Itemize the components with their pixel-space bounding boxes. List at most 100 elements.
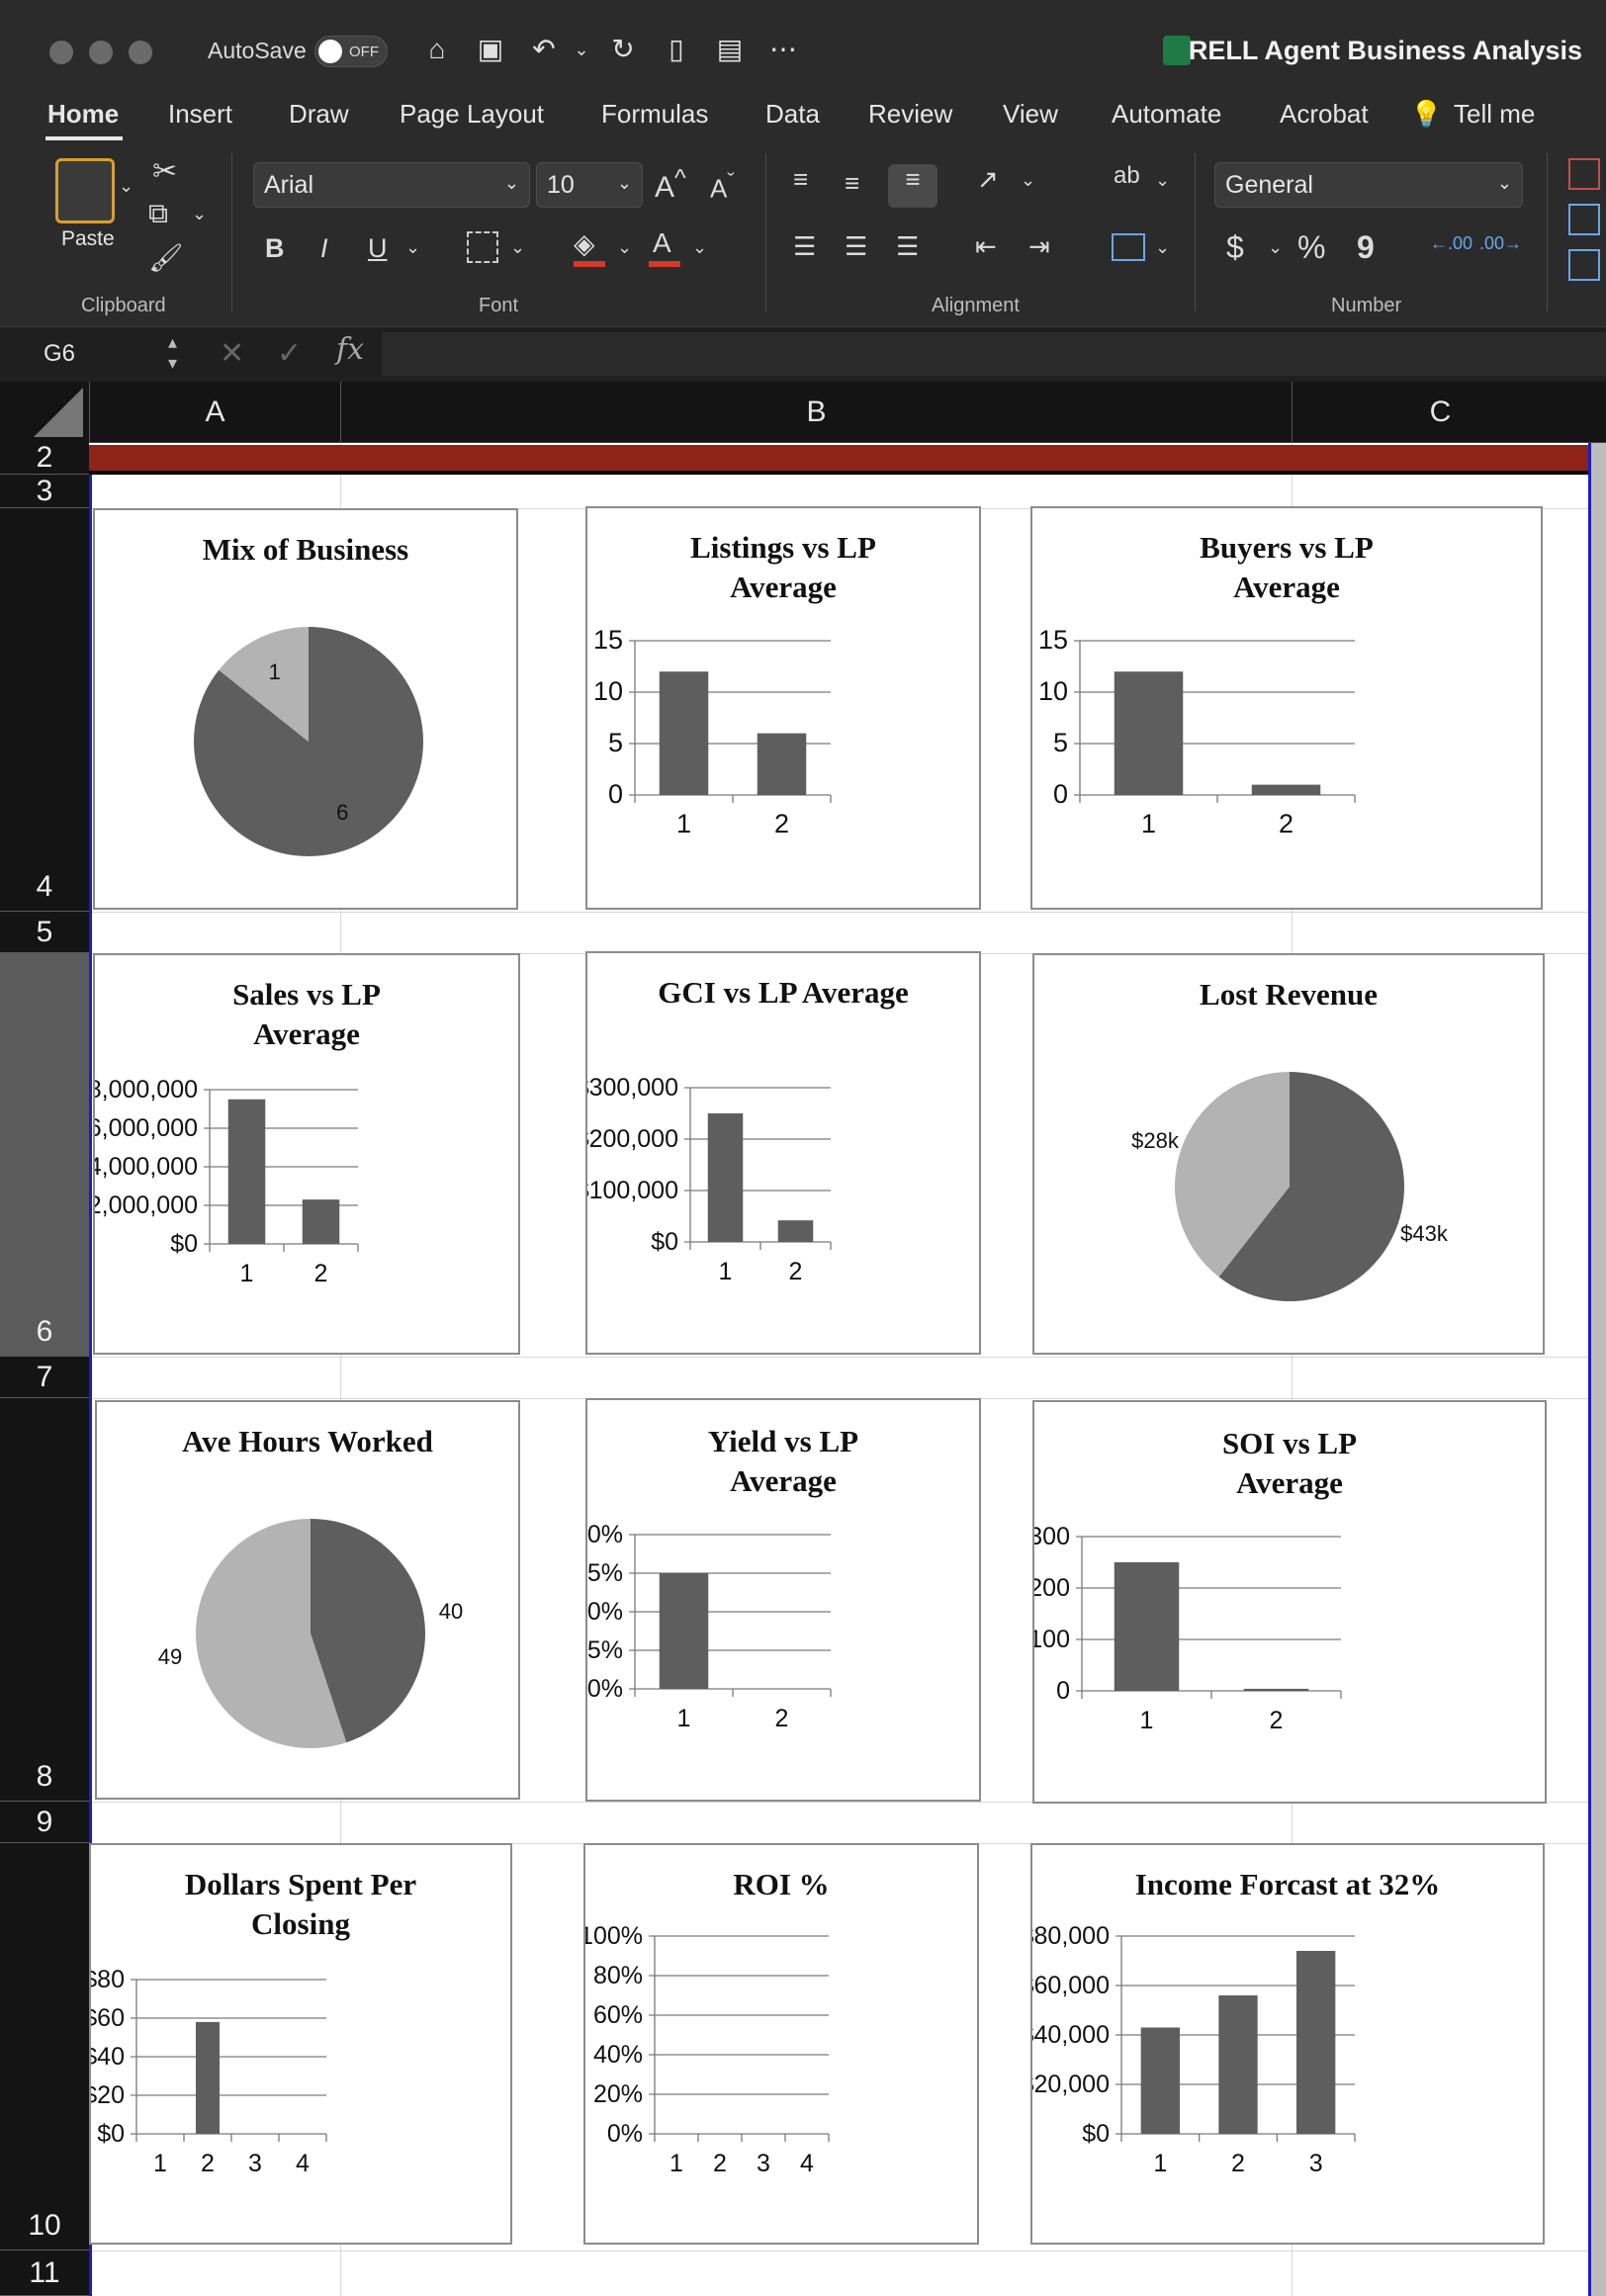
underline-dropdown-icon[interactable]: ⌄ <box>405 237 421 257</box>
number-format-select[interactable]: General ⌄ <box>1214 162 1523 208</box>
redo-icon[interactable]: ↻ <box>611 34 635 64</box>
chart-gci-vs-lp-average[interactable]: GCI vs LP Average $0 $100,000 $200,000 $300… <box>585 951 981 1355</box>
paste-dropdown-icon[interactable]: ⌄ <box>119 176 134 196</box>
row-header-9[interactable]: 9 <box>0 1802 89 1843</box>
confirm-formula-icon[interactable]: ✓ <box>277 337 303 370</box>
decrease-font-size-icon[interactable]: Aˇ <box>710 168 735 204</box>
align-right-icon[interactable]: ☰ <box>896 231 920 261</box>
column-header-b[interactable]: B <box>340 382 1292 443</box>
increase-indent-icon[interactable]: ⇥ <box>1028 231 1050 261</box>
chart-roi-percent[interactable]: ROI % 0% 20% 40% 60% 80% 100% 1 2 3 4 <box>583 1843 979 2245</box>
align-top-icon[interactable]: ≡ <box>793 164 809 194</box>
chart-soi-vs-lp-average[interactable]: SOI vs LP Average 0 100 200 300 1 2 <box>1032 1400 1547 1804</box>
chart-dollars-spent-per-closing[interactable]: Dollars Spent Per Closing $0 $20 $40 $60 $80… <box>89 1843 512 2245</box>
row-header-6[interactable]: 6 <box>0 953 89 1357</box>
decrease-indent-icon[interactable]: ⇤ <box>975 231 997 261</box>
row-header-7[interactable]: 7 <box>0 1357 89 1398</box>
cell-styles-icon[interactable] <box>1568 249 1600 281</box>
chart-sales-vs-lp-average[interactable]: Sales vs LP Average $0 $2,000,000 $4,000,0… <box>93 953 520 1355</box>
fill-color-icon[interactable]: ◈ <box>574 228 595 259</box>
tab-data[interactable]: Data <box>765 99 820 129</box>
borders-dropdown-icon[interactable]: ⌄ <box>510 237 526 257</box>
increase-font-size-icon[interactable]: A^ <box>655 164 686 204</box>
row-header-5[interactable]: 5 <box>0 912 89 953</box>
align-bottom-icon[interactable]: ≡ <box>888 164 937 208</box>
align-middle-icon[interactable]: ≡ <box>845 168 860 198</box>
more-icon[interactable]: ⋯ <box>769 34 797 64</box>
autosave-toggle[interactable]: OFF <box>314 36 388 67</box>
row-header-4[interactable]: 4 <box>0 508 89 912</box>
align-left-icon[interactable]: ☰ <box>793 231 817 261</box>
undo-dropdown-icon[interactable]: ⌄ <box>574 40 589 59</box>
row-header-8[interactable]: 8 <box>0 1398 89 1802</box>
tab-review[interactable]: Review <box>868 99 953 129</box>
decrease-decimal-icon[interactable]: .00→ <box>1479 233 1523 253</box>
tab-page-layout[interactable]: Page Layout <box>400 99 545 129</box>
align-center-icon[interactable]: ☰ <box>845 231 868 261</box>
wrap-text-dropdown-icon[interactable]: ⌄ <box>1155 170 1171 190</box>
row-header-3[interactable]: 3 <box>0 475 89 508</box>
tab-automate[interactable]: Automate <box>1112 99 1222 129</box>
italic-button[interactable]: I <box>320 233 328 263</box>
minimize-window-button[interactable] <box>89 41 113 64</box>
column-header-c[interactable]: C <box>1292 382 1588 443</box>
tab-formulas[interactable]: Formulas <box>601 99 709 129</box>
formula-input[interactable] <box>382 332 1606 376</box>
format-as-table-icon[interactable] <box>1568 204 1600 235</box>
vertical-scrollbar[interactable] <box>1588 443 1606 2296</box>
tab-view[interactable]: View <box>1003 99 1058 129</box>
font-family-select[interactable]: Arial ⌄ <box>253 162 530 208</box>
chart-income-forecast[interactable]: Income Forcast at 32% $0 $20,000 $40,000 $6… <box>1030 1843 1545 2245</box>
chart-buyers-vs-lp-average[interactable]: Buyers vs LP Average 0 5 10 15 1 2 <box>1030 506 1543 910</box>
copy-icon[interactable]: ⧉ <box>148 198 168 228</box>
fill-color-dropdown-icon[interactable]: ⌄ <box>617 237 633 257</box>
font-color-icon[interactable]: A <box>653 227 671 258</box>
paste-icon[interactable] <box>55 158 115 223</box>
cut-icon[interactable]: ✂ <box>152 155 178 188</box>
increase-decimal-icon[interactable]: ←.00 <box>1430 233 1473 253</box>
copy-dropdown-icon[interactable]: ⌄ <box>192 204 208 223</box>
currency-dropdown-icon[interactable]: ⌄ <box>1268 237 1284 257</box>
tab-draw[interactable]: Draw <box>289 99 349 129</box>
save-as-icon[interactable]: ▤ <box>716 34 744 64</box>
chart-yield-vs-lp-average[interactable]: Yield vs LP Average 0% 5% 10% 15% 20% 1 2 <box>585 1398 981 1802</box>
column-header-a[interactable]: A <box>89 382 340 443</box>
name-box-stepper-icon[interactable]: ▴ ▾ <box>168 332 178 373</box>
merge-dropdown-icon[interactable]: ⌄ <box>1155 237 1171 257</box>
tell-me-search[interactable]: Tell me <box>1454 99 1536 129</box>
name-box[interactable]: G6 <box>44 340 76 367</box>
save-icon[interactable]: ▣ <box>477 34 504 64</box>
conditional-formatting-icon[interactable] <box>1568 158 1600 190</box>
new-file-icon[interactable]: ▯ <box>669 34 684 64</box>
comma-style-button[interactable]: 9 <box>1357 229 1375 265</box>
merge-center-icon[interactable] <box>1112 233 1145 261</box>
tab-acrobat[interactable]: Acrobat <box>1280 99 1369 129</box>
row-header-10[interactable]: 10 <box>0 1843 89 2251</box>
close-window-button[interactable] <box>49 41 73 64</box>
tab-home[interactable]: Home <box>47 99 120 129</box>
chart-lost-revenue[interactable]: Lost Revenue $43k $28k <box>1032 953 1545 1355</box>
row-header-11[interactable]: 11 <box>0 2251 89 2296</box>
cancel-formula-icon[interactable]: ✕ <box>220 337 245 370</box>
select-all-button[interactable] <box>0 382 89 443</box>
row-header-2[interactable]: 2 <box>0 443 89 475</box>
font-size-select[interactable]: 10 ⌄ <box>536 162 643 208</box>
zoom-window-button[interactable] <box>129 41 152 64</box>
font-color-dropdown-icon[interactable]: ⌄ <box>692 237 708 257</box>
currency-button[interactable]: $ <box>1226 229 1244 265</box>
home-icon[interactable]: ⌂ <box>428 34 446 64</box>
insert-function-button[interactable]: fx <box>336 332 365 367</box>
orientation-icon[interactable]: ↗ <box>977 164 999 194</box>
underline-button[interactable]: U <box>368 233 388 263</box>
bold-button[interactable]: B <box>265 233 285 263</box>
tab-insert[interactable]: Insert <box>168 99 233 129</box>
wrap-text-icon[interactable]: ab <box>1114 162 1140 189</box>
undo-icon[interactable]: ↶ <box>532 34 556 64</box>
percent-button[interactable]: % <box>1297 229 1326 265</box>
chart-listings-vs-lp-average[interactable]: Listings vs LP Average 0 5 10 15 1 2 <box>585 506 981 910</box>
borders-icon[interactable] <box>467 231 498 263</box>
chart-ave-hours-worked[interactable]: Ave Hours Worked 40 49 <box>95 1400 520 1800</box>
format-painter-icon[interactable]: 🖌 <box>148 242 184 273</box>
orientation-dropdown-icon[interactable]: ⌄ <box>1021 170 1036 190</box>
